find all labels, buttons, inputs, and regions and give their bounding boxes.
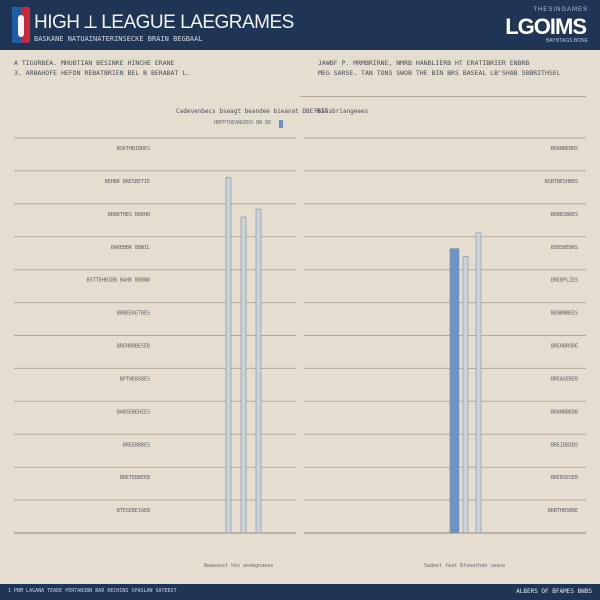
category-label: BPTHEBSBES [120, 376, 150, 382]
bar [240, 216, 247, 534]
category-label: BRANBEBRS [551, 146, 578, 152]
footer-left-text: 1 PBM LAGANA TEADE PERTANSBN BAR RECHINS… [8, 588, 177, 594]
right-chart-title: Fbaasbriangeees [314, 108, 369, 115]
intro-left-text: A TIGORBEA. MHUBTIAN BESINKE HINCHE ERAN… [14, 58, 190, 78]
top-divider [300, 96, 586, 97]
category-label: BREAGEBEB [551, 376, 578, 382]
left-chart-title: Cadevenbecs bseagt beandee bieanat DBE H… [176, 108, 332, 115]
category-label: BREBSESEB [551, 475, 578, 481]
category-label: BTESEBEIAEB [117, 508, 150, 514]
bar [462, 256, 469, 534]
left-axis-caption: Naaeanet hbs asemgnaeee [204, 563, 274, 569]
category-label: BSBTNESHBBS [545, 179, 578, 185]
right-axis-caption: Sadeet feat Bfaeatheb seane [424, 563, 506, 569]
category-label: BRBEEAETBES [117, 311, 150, 317]
intro-right-line-1: JAWBF P. MRMBRIRNE, NMRB HANBLIERB HT ER… [318, 59, 530, 67]
category-label: BREHBRSRE [551, 344, 578, 350]
intro-left-line-1: A TIGORBEA. MHUBTIAN BESINKE HINCHE ERAN… [14, 59, 175, 67]
brand-logo-text: LGOIMS [505, 14, 587, 39]
category-label: BEHBR BRESBETIE [105, 179, 150, 185]
category-label: BRETEBBEEB [120, 475, 150, 481]
brand-small-text: THESINGAMES [533, 7, 588, 13]
category-label: BABSEBEHIES [117, 409, 150, 415]
page-title: HIGH ⟂ LEAGUE LAEGRAMES [34, 12, 294, 33]
category-label: BAREBBR BBNIL [111, 245, 150, 251]
category-label: BRBKTHES BRKHR [108, 212, 151, 218]
intro-right-text: JAWBF P. MRMBRIRNE, NMRB HANBLIERB HT ER… [318, 58, 561, 78]
bar [225, 177, 232, 534]
intro-left-line-2: 3. ARBAHOFE HEFDN REBATBRIEN BEL B BERAB… [14, 69, 191, 77]
page-subtitle: BASKANE NATUAINATERINSECKE BRAIN BEGBAAL [34, 35, 203, 43]
category-label: BREBPLIES [551, 278, 578, 284]
left-chart-subtitle: HBFPTHEANGERS BN BE [214, 120, 272, 126]
category-label: BREHBBBESEB [117, 344, 150, 350]
header-banner: HIGH ⟂ LEAGUE LAEGRAMES BASKANE NATUAINA… [0, 0, 600, 50]
category-label: BRBBSBRES [551, 212, 578, 218]
category-label: BREIBBIBS [551, 442, 578, 448]
footer-right-text: ALBERS OF BFAMES BNBS [516, 588, 592, 595]
intro-right-line-2: MEG SARSE. TAN TONS SWOB THE BIN BRS BAS… [318, 69, 561, 77]
league-logo-icon [12, 7, 30, 43]
bar [475, 232, 482, 534]
bar [255, 208, 262, 534]
category-label: BRBTHBSBBE [548, 508, 578, 514]
legend-color-chip [279, 120, 283, 128]
category-label: BENBNBEES [551, 311, 578, 317]
category-label: BSTTEHBIBB BAHB BRBNB [87, 278, 150, 284]
category-label: BREEBBBES [123, 442, 150, 448]
footer-bar: 1 PBM LAGANA TEADE PERTANSBN BAR RECHINS… [0, 584, 600, 600]
category-label: BSKTHBIBRES [117, 146, 150, 152]
bar [449, 248, 460, 534]
brand-tagline: BAYNTAGS BONE [545, 38, 588, 44]
category-label: BSBSBEBRS [551, 245, 578, 251]
category-label: BRANBBEBB [551, 409, 578, 415]
